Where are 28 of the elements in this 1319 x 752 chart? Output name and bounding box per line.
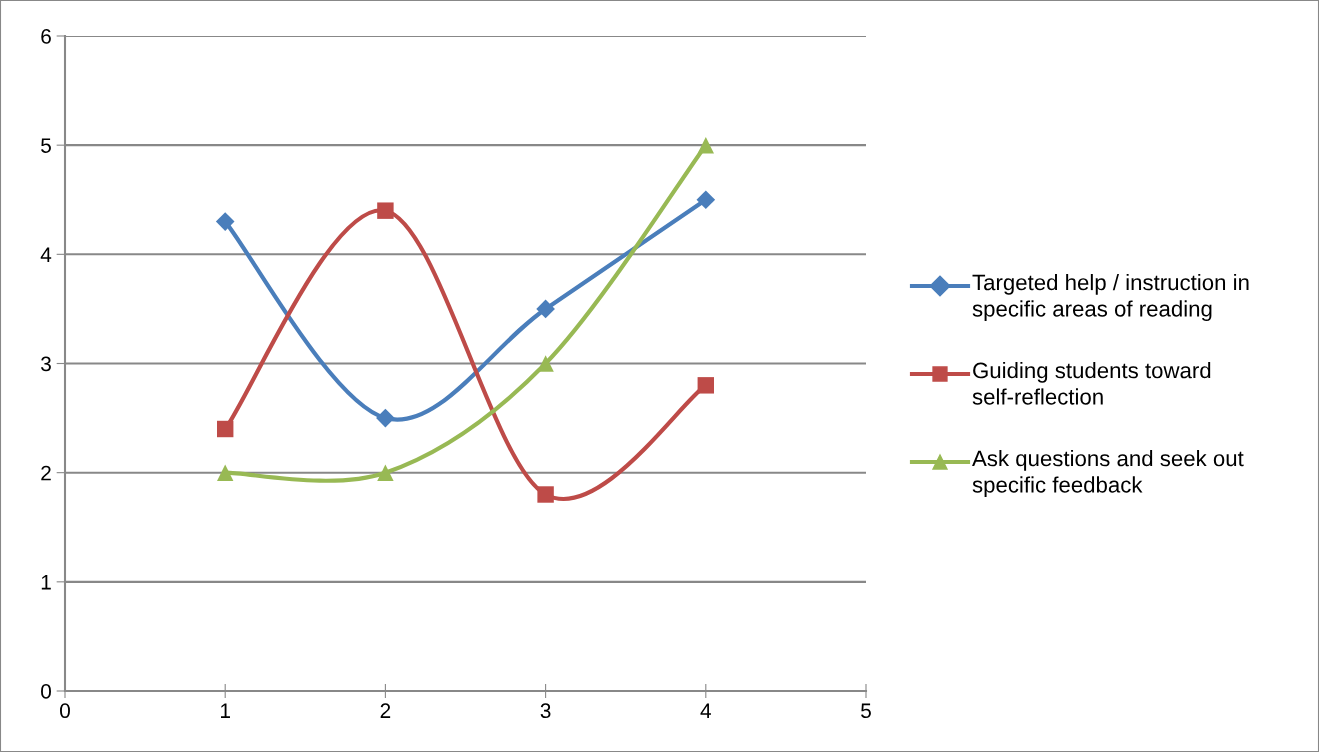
point	[537, 486, 554, 503]
point	[536, 299, 555, 319]
point	[377, 202, 394, 219]
x-tick-label: 5	[861, 703, 871, 719]
y-tick-label: 0	[41, 684, 51, 699]
x-tick-label: 1	[221, 703, 230, 718]
point	[537, 355, 554, 372]
legend-label: Targeted help / instruction in specific areas of reading	[972, 274, 1249, 322]
point	[377, 464, 394, 481]
y-tick-label: 1	[41, 575, 51, 590]
point	[215, 212, 235, 231]
y-tick-label: 4	[40, 247, 52, 262]
point	[216, 464, 234, 481]
legend-label: Guiding students toward self-reflection	[972, 362, 1211, 405]
y-tick-label: 2	[41, 465, 51, 481]
point	[376, 408, 395, 428]
x-tick-label: 2	[380, 703, 391, 718]
y-tick-label: 6	[41, 29, 51, 44]
point	[216, 420, 234, 438]
x-tick-label: 0	[60, 703, 70, 719]
y-tick-label: 5	[41, 138, 51, 153]
y-tick-label: 3	[41, 356, 51, 372]
point	[696, 190, 716, 210]
x-tick-label: 4	[700, 703, 711, 718]
point	[697, 377, 715, 394]
x-tick-label: 3	[540, 703, 551, 719]
point	[697, 136, 715, 154]
legend-label: Ask questions and seek out specific feedback	[972, 450, 1244, 498]
